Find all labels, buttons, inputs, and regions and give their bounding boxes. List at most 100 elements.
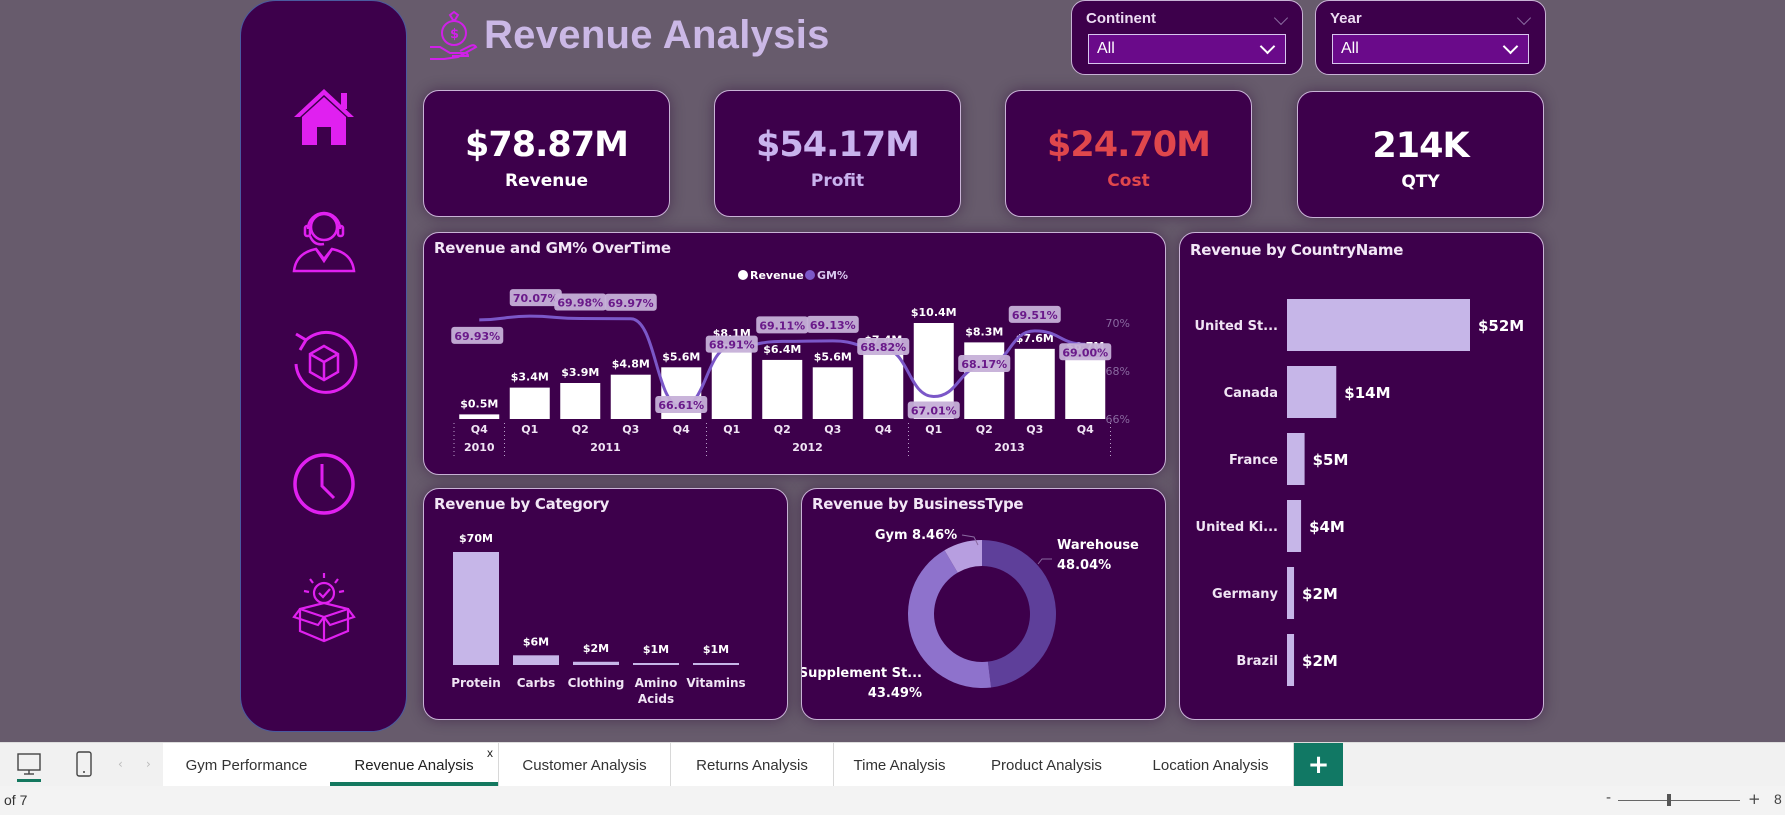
x-tick-label: Q3: [622, 423, 639, 436]
continent-dropdown[interactable]: All: [1088, 34, 1286, 64]
category-axis-label: Clothing: [568, 676, 625, 690]
tab-label: Gym Performance: [185, 756, 308, 774]
category-bar: [633, 663, 679, 665]
category-bar: [573, 661, 619, 665]
country-axis-label: Germany: [1212, 587, 1278, 602]
category-axis-label: Carbs: [517, 676, 556, 690]
category-data-label: $70M: [459, 532, 493, 545]
x-tick-label: Q4: [471, 423, 488, 436]
y2-tick-label: 66%: [1106, 413, 1130, 426]
country-bar: [1287, 433, 1305, 485]
slicer-year: Year All: [1315, 0, 1546, 75]
x-tick-label: Q4: [1077, 423, 1094, 436]
tab-revenue-analysis[interactable]: Revenue Analysis x: [330, 743, 499, 787]
revenue-bar: [812, 367, 853, 419]
return-box-icon: [294, 330, 357, 394]
x-tick-label: Q4: [875, 423, 892, 436]
chevron-down-icon: [1259, 38, 1276, 55]
country-data-label: $14M: [1344, 384, 1390, 402]
tab-location-analysis[interactable]: Location Analysis: [1128, 743, 1294, 787]
tab-time-analysis[interactable]: Time Analysis: [834, 743, 966, 787]
category-axis-label: Protein: [451, 676, 501, 690]
category-bar: [513, 655, 559, 665]
gm-data-label: 69.51%: [1012, 309, 1058, 322]
sidebar-item-home[interactable]: [286, 79, 362, 155]
year-dropdown[interactable]: All: [1332, 34, 1529, 64]
legend-marker-gm: [805, 270, 815, 280]
revenue-category-chart: $70M Protein $6M Carbs $2M Clothing $1M Amino Ac…: [451, 532, 745, 706]
category-axis-label: Amino: [635, 676, 678, 690]
page-tab-bar: ‹ › Gym Performance Revenue Analysis x Cust…: [0, 742, 1785, 787]
country-data-label: $5M: [1313, 451, 1349, 469]
revenue-data-label: $5.6M: [662, 350, 700, 363]
chevron-down-icon: [1502, 38, 1519, 55]
category-bar: [693, 663, 739, 665]
scroll-tabs-left-icon[interactable]: ‹: [118, 757, 123, 771]
gm-label-box: [1008, 305, 1061, 323]
country-bar: [1287, 299, 1470, 351]
revenue-data-label: $3.4M: [511, 371, 549, 384]
revenue-data-label: $0.5M: [460, 397, 498, 410]
kpi-value: $78.87M: [465, 125, 629, 165]
customer-support-icon: [292, 211, 355, 273]
donut-label-supplement: Supplement St... 43.49%: [802, 666, 922, 701]
country-axis-label: United St...: [1194, 319, 1278, 334]
revenue-country-chart: United St... $52M Canada $14M France $5M Unite…: [1194, 299, 1524, 686]
gm-data-label: 70.07%: [513, 292, 559, 305]
country-bar: [1287, 567, 1295, 619]
revenue-data-label: $6.4M: [763, 343, 801, 356]
sidebar-item-time[interactable]: [286, 446, 362, 522]
close-tab-icon[interactable]: x: [487, 746, 493, 760]
country-data-label: $2M: [1302, 585, 1338, 603]
country-data-label: $52M: [1478, 317, 1524, 335]
home-icon: [293, 89, 354, 145]
y2-tick-label: 68%: [1106, 365, 1130, 378]
legend-label-revenue: Revenue: [750, 269, 804, 282]
zoom-out-button[interactable]: -: [1606, 790, 1612, 806]
slicer-continent: Continent All: [1071, 0, 1303, 75]
gm-data-label: 68.82%: [860, 341, 906, 354]
country-bar: [1287, 366, 1337, 418]
revenue-bar: [459, 414, 500, 419]
x-tick-label: Q1: [521, 423, 538, 436]
tab-returns-analysis[interactable]: Returns Analysis: [671, 743, 834, 787]
revenue-bar: [863, 350, 904, 419]
kpi-value: 214K: [1372, 126, 1469, 166]
revenue-businesstype-donut: Warehouse 48.04% Supplement St... 43.49% Gym…: [802, 528, 1139, 701]
country-data-label: $4M: [1309, 518, 1345, 536]
category-axis-label: Vitamins: [686, 676, 745, 690]
chart-legend: Revenue GM%: [738, 269, 848, 282]
gm-label-box: [857, 337, 910, 355]
zoom-slider[interactable]: [1618, 794, 1740, 806]
chart-title: Revenue by Category: [434, 495, 610, 513]
add-page-button[interactable]: +: [1294, 743, 1343, 787]
page-count: of 7: [4, 792, 28, 808]
tab-customer-analysis[interactable]: Customer Analysis: [499, 743, 671, 787]
desktop-view-button[interactable]: [16, 752, 42, 782]
category-data-label: $1M: [703, 643, 729, 656]
sidebar-item-customer[interactable]: [286, 201, 362, 277]
country-data-label: $2M: [1302, 652, 1338, 670]
chart-card-revenue-gm: Revenue and GM% OverTime Revenue GM% $0.5M…: [423, 232, 1166, 475]
mobile-view-button[interactable]: [76, 751, 92, 777]
year-label: 2011: [590, 441, 621, 454]
revenue-gm-combo-chart: Revenue GM%$0.5M$3.4M $3.9M$4.8M$5.6M$8.1M…: [451, 269, 1130, 459]
tab-product-analysis[interactable]: Product Analysis: [965, 743, 1129, 787]
revenue-data-label: $4.8M: [612, 358, 650, 371]
country-bar: [1287, 500, 1302, 552]
tab-label: Returns Analysis: [696, 756, 808, 774]
revenue-bar: [1014, 348, 1055, 419]
category-data-label: $6M: [523, 635, 549, 648]
tab-gym-performance[interactable]: Gym Performance: [163, 743, 331, 787]
zoom-in-button[interactable]: +: [1748, 790, 1761, 808]
x-tick-label: Q1: [925, 423, 942, 436]
sidebar-item-product[interactable]: [286, 569, 362, 645]
x-tick-label: Q2: [774, 423, 791, 436]
donut-slice-gym: [944, 540, 982, 573]
sidebar-item-returns[interactable]: [286, 324, 362, 400]
x-tick-label: Q2: [572, 423, 589, 436]
svg-text:43.49%: 43.49%: [868, 686, 922, 701]
revenue-data-label: $8.3M: [965, 325, 1003, 338]
zoom-slider-thumb[interactable]: [1666, 794, 1671, 806]
scroll-tabs-right-icon[interactable]: ›: [146, 757, 151, 771]
